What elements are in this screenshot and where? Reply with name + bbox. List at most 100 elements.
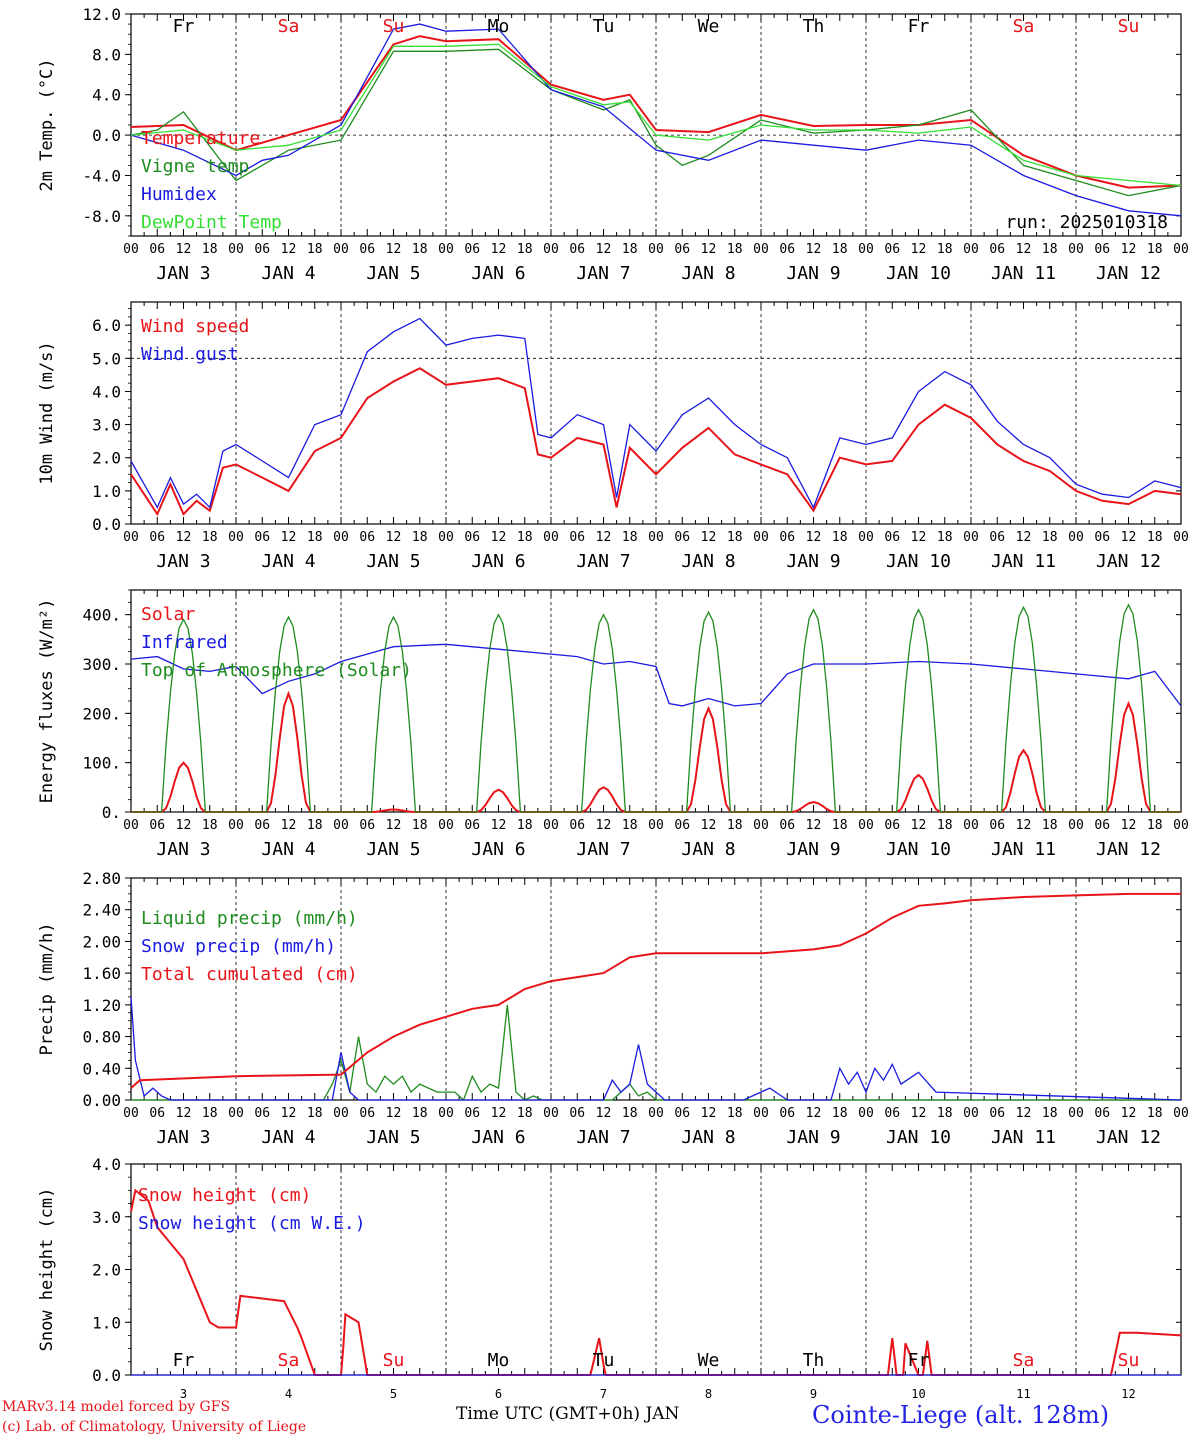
date-label: JAN 11: [991, 263, 1056, 284]
legend-entry: Snow height (cm W.E.): [138, 1213, 366, 1234]
date-label: JAN 7: [576, 839, 630, 860]
x-tick-label: 00: [1068, 530, 1084, 545]
x-tick-label: 18: [937, 818, 953, 833]
panel-1: -8.0 -4.0 0.0 4.0 8.0 12.0 2m Temp. (°C) 00 06 12…: [37, 5, 1189, 284]
series-infrared: [130, 643, 1182, 707]
x-tick-label: 18: [937, 530, 953, 545]
x-tick-label: 18: [307, 818, 323, 833]
x-tick-label: 06: [779, 530, 795, 545]
x-tick-label: 18: [727, 242, 743, 257]
run-label: run: 2025010318: [1005, 212, 1168, 233]
x-tick-label: 00: [333, 1106, 349, 1121]
x-tick-label: 18: [937, 242, 953, 257]
x-tick-label: 00: [438, 818, 454, 833]
date-label: JAN 5: [366, 839, 420, 860]
x-tick-label: 06: [1094, 242, 1110, 257]
day-number: 3: [180, 1387, 187, 1401]
x-tick-label: 06: [674, 530, 690, 545]
y-tick-label: 4.0: [92, 382, 121, 401]
y-axis-label: Snow height (cm): [37, 1188, 57, 1352]
x-tick-label: 12: [281, 530, 297, 545]
x-tick-label: 18: [307, 530, 323, 545]
day-number: 9: [810, 1387, 817, 1401]
panel-5: 0.0 1.0 2.0 3.0 4.0 Snow height (cm) Snow heig…: [37, 1155, 1182, 1401]
x-tick-label: 00: [858, 242, 874, 257]
x-tick-label: 12: [701, 242, 717, 257]
date-label: JAN 8: [681, 1127, 735, 1148]
x-tick-label: 06: [884, 242, 900, 257]
x-tick-label: 00: [648, 242, 664, 257]
date-label: JAN 11: [991, 839, 1056, 860]
x-tick-label: 00: [963, 818, 979, 833]
panel-2: 0.0 1.0 2.0 3.0 4.0 5.0 6.0 10m Wind (m/s) 00 06 1…: [37, 301, 1189, 572]
x-tick-label: 00: [963, 242, 979, 257]
date-label: JAN 12: [1096, 551, 1161, 572]
date-label: JAN 10: [886, 263, 951, 284]
x-tick-label: 12: [176, 242, 192, 257]
x-tick-label: 12: [596, 242, 612, 257]
x-tick-label: 12: [281, 242, 297, 257]
panel-3: 0. 100. 200. 300. 400. Energy fluxes (W/m²) 00…: [37, 589, 1189, 860]
x-tick-label: 00: [543, 530, 559, 545]
x-tick-label: 12: [701, 1106, 717, 1121]
date-label: JAN 9: [786, 263, 840, 284]
x-tick-label: 12: [386, 530, 402, 545]
panel-4: 0.00 0.40 0.80 1.20 1.60 2.00 2.40 2.80 Precip (…: [37, 869, 1189, 1148]
x-tick-label: 12: [911, 818, 927, 833]
date-label: JAN 9: [786, 551, 840, 572]
x-tick-label: 06: [989, 242, 1005, 257]
series-dewpoint-temp: [130, 43, 1182, 187]
x-tick-label: 12: [281, 818, 297, 833]
legend-entry: Wind gust: [141, 344, 239, 365]
day-name: Fr: [173, 16, 195, 37]
x-tick-label: 18: [307, 242, 323, 257]
x-tick-label: 18: [622, 242, 638, 257]
x-tick-label: 12: [596, 530, 612, 545]
x-tick-label: 06: [569, 818, 585, 833]
x-tick-label: 06: [569, 242, 585, 257]
y-axis-label: Energy fluxes (W/m²): [37, 599, 57, 804]
y-tick-label: 12.0: [82, 5, 121, 24]
day-number: 4: [285, 1387, 292, 1401]
date-label: JAN 8: [681, 263, 735, 284]
y-tick-label: 4.0: [92, 86, 121, 105]
date-label: JAN 8: [681, 839, 735, 860]
day-name: Su: [1118, 16, 1140, 37]
x-tick-label: 18: [1147, 242, 1163, 257]
y-axis-label: 10m Wind (m/s): [37, 341, 57, 484]
x-tick-label: 00: [1068, 818, 1084, 833]
date-label: JAN 7: [576, 1127, 630, 1148]
x-tick-label: 00: [648, 530, 664, 545]
series-top-of-atmosphere-solar-: [131, 603, 1181, 813]
x-tick-label: 18: [1147, 818, 1163, 833]
x-tick-label: 12: [386, 818, 402, 833]
x-tick-label: 12: [176, 1106, 192, 1121]
x-tick-label: 12: [1121, 242, 1137, 257]
day-number: 12: [1121, 1387, 1135, 1401]
x-tick-label: 00: [648, 1106, 664, 1121]
x-tick-label: 06: [149, 1106, 165, 1121]
x-tick-label: 18: [517, 530, 533, 545]
y-tick-label: 5.0: [92, 349, 121, 368]
station-name: Cointe-Liege (alt. 128m): [812, 1401, 1110, 1429]
x-tick-label: 18: [832, 530, 848, 545]
x-tick-label: 06: [254, 530, 270, 545]
x-tick-label: 18: [622, 530, 638, 545]
legend-entry: Infrared: [141, 632, 228, 653]
x-tick-label: 06: [254, 818, 270, 833]
x-tick-label: 00: [1068, 1106, 1084, 1121]
day-number: 6: [495, 1387, 502, 1401]
y-tick-label: 3.0: [92, 416, 121, 435]
x-tick-label: 00: [963, 530, 979, 545]
y-tick-label: 1.0: [92, 482, 121, 501]
date-label: JAN 10: [886, 1127, 951, 1148]
x-tick-label: 06: [779, 1106, 795, 1121]
day-name: Sa: [278, 1350, 300, 1371]
day-name: Tu: [593, 1350, 615, 1371]
date-label: JAN 3: [156, 1127, 210, 1148]
day-number: 8: [705, 1387, 712, 1401]
x-tick-label: 06: [989, 818, 1005, 833]
y-tick-label: 400.: [82, 606, 121, 625]
x-tick-label: 12: [1121, 1106, 1137, 1121]
